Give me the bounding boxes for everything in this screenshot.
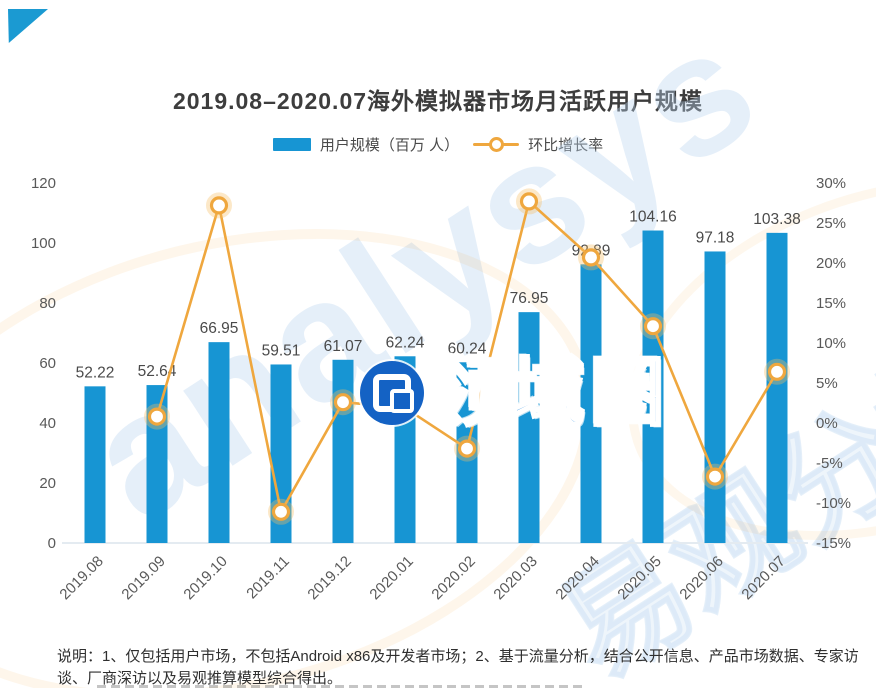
mau-bar xyxy=(766,232,788,544)
bar-swatch-icon xyxy=(272,137,311,151)
left-axis-tick: 60 xyxy=(39,355,56,372)
growth-marker xyxy=(209,196,229,215)
mau-bar xyxy=(146,385,168,543)
growth-marker xyxy=(457,439,477,458)
left-axis-tick: 0 xyxy=(48,535,56,552)
left-axis-tick: 120 xyxy=(31,175,56,192)
x-axis-label: 2019.11 xyxy=(243,553,293,603)
mau-bar xyxy=(704,251,726,543)
growth-marker xyxy=(519,192,539,211)
mau-bar xyxy=(270,364,292,543)
line-marker-swatch-icon xyxy=(473,136,520,152)
growth-marker xyxy=(395,398,415,417)
bar-value-label: 103.38 xyxy=(753,211,800,228)
left-axis-tick: 80 xyxy=(39,295,56,312)
bar-value-label: 62.24 xyxy=(386,334,425,351)
legend-item-line: 环比增长率 xyxy=(473,134,603,155)
legend-line-label: 环比增长率 xyxy=(528,136,604,154)
left-axis-tick: 100 xyxy=(31,235,56,252)
growth-marker-glow xyxy=(206,192,232,219)
growth-marker-glow xyxy=(144,403,170,430)
right-axis-tick: -5% xyxy=(816,455,843,472)
mau-bar xyxy=(642,230,664,543)
x-axis-label: 2020.05 xyxy=(614,553,664,603)
right-axis-tick: 30% xyxy=(816,175,846,192)
growth-marker xyxy=(147,407,167,426)
growth-marker-glow xyxy=(454,435,480,462)
growth-marker xyxy=(643,317,663,336)
legend-bar-label: 用户规模（百万 人） xyxy=(319,136,460,154)
bar-value-label: 76.95 xyxy=(510,290,549,307)
growth-marker-glow xyxy=(578,244,604,271)
x-axis-label: 2020.03 xyxy=(490,553,540,603)
mau-bar xyxy=(84,386,106,543)
x-axis-label: 2020.04 xyxy=(552,553,602,603)
growth-marker-glow xyxy=(764,358,790,385)
bar-value-label: 104.16 xyxy=(629,209,676,226)
x-axis-label: 2020.07 xyxy=(738,553,788,603)
mau-bar xyxy=(518,312,540,543)
bar-value-label: 66.95 xyxy=(200,320,239,337)
bar-value-label: 97.18 xyxy=(696,229,735,246)
x-axis-label: 2019.10 xyxy=(180,553,230,603)
x-axis-label: 2020.06 xyxy=(676,553,726,603)
right-axis-tick: 0% xyxy=(816,415,838,432)
bar-value-label: 52.64 xyxy=(138,363,177,380)
x-axis-label: 2020.02 xyxy=(428,553,478,603)
growth-marker-glow xyxy=(702,463,728,490)
x-axis-label: 2020.01 xyxy=(366,553,416,603)
growth-marker xyxy=(581,248,601,267)
left-axis-tick: 20 xyxy=(39,475,56,492)
x-axis-label: 2019.12 xyxy=(304,553,354,603)
growth-marker-glow xyxy=(516,188,542,215)
right-axis-tick: 25% xyxy=(816,215,846,232)
mau-bar xyxy=(332,359,354,543)
chart-title: 2019.08–2020.07海外模拟器市场月活跃用户规模 xyxy=(172,88,704,114)
left-axis-tick: 40 xyxy=(39,415,56,432)
right-axis-tick: 5% xyxy=(816,375,838,392)
footnote: 说明：1、仅包括用户市场，不包括Android x86及开发者市场；2、基于流量… xyxy=(57,648,859,687)
x-axis-label: 2019.09 xyxy=(118,553,168,603)
mau-bar xyxy=(208,342,230,543)
mau-bar xyxy=(394,356,416,543)
right-axis-tick: -15% xyxy=(816,535,851,552)
right-axis-tick: -10% xyxy=(816,495,851,512)
x-axis-label: 2019.08 xyxy=(56,553,106,603)
mau-bar xyxy=(580,264,602,543)
right-axis-tick: 10% xyxy=(816,335,846,352)
growth-marker xyxy=(333,393,353,412)
growth-marker xyxy=(705,467,725,486)
right-axis-tick: 15% xyxy=(816,295,846,312)
growth-marker xyxy=(271,502,291,521)
bar-value-label: 59.51 xyxy=(262,342,301,359)
right-axis-tick: 20% xyxy=(816,255,846,272)
growth-marker-glow xyxy=(640,313,666,340)
chart-legend: 用户规模（百万 人） 环比增长率 xyxy=(0,133,876,155)
legend-item-bar: 用户规模（百万 人） xyxy=(272,134,460,155)
bar-value-label: 61.07 xyxy=(324,338,363,355)
bar-value-label: 52.22 xyxy=(76,364,115,381)
growth-marker-glow xyxy=(330,389,356,416)
cropped-text-artifact xyxy=(97,685,584,688)
growth-marker-glow xyxy=(268,498,294,525)
growth-marker xyxy=(767,362,787,381)
bar-value-label: 60.24 xyxy=(448,340,487,357)
